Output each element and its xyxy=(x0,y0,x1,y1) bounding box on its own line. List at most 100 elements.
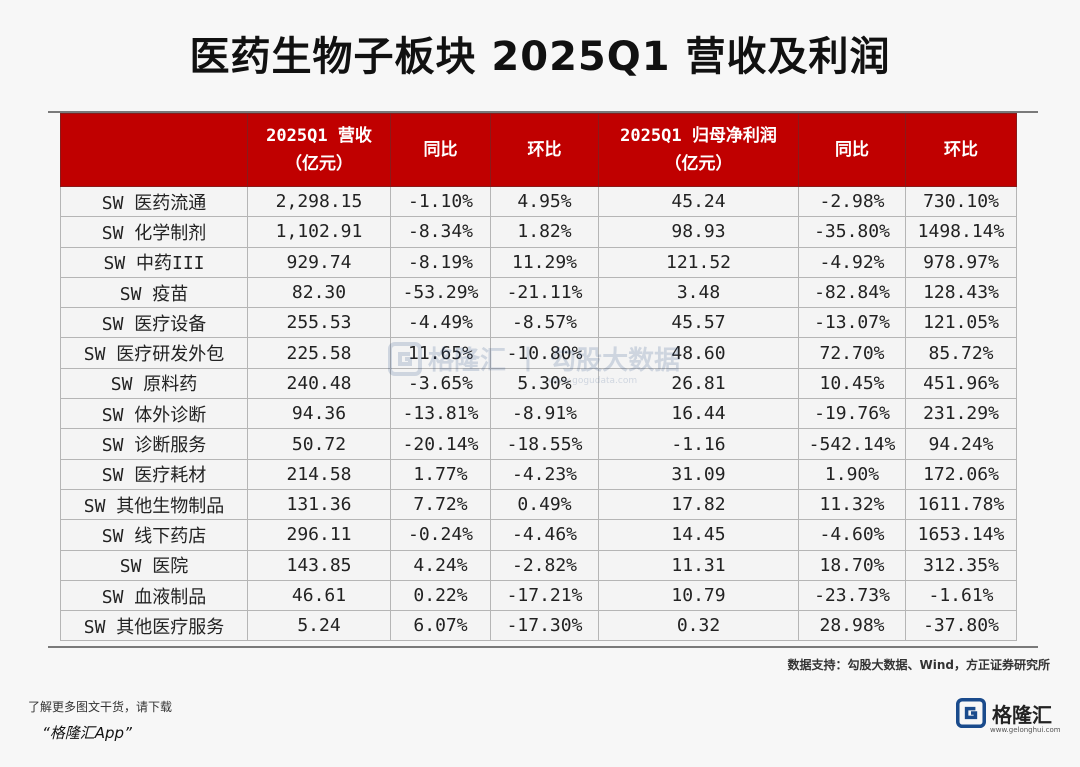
value-cell: 978.97% xyxy=(905,246,1017,278)
value-cell: -4.49% xyxy=(390,307,491,339)
value-cell: 128.43% xyxy=(905,276,1017,309)
value-cell: -13.07% xyxy=(798,307,906,339)
value-cell: -8.57% xyxy=(490,307,599,339)
value-cell: 1.77% xyxy=(390,458,491,490)
value-cell: -4.46% xyxy=(490,519,599,551)
value-cell: 3.48 xyxy=(598,276,799,309)
table-row: SW 原料药 240.48 -3.65% 5.30% 26.81 10.45% 451.96… xyxy=(60,367,1017,400)
value-cell: 11.31 xyxy=(598,549,799,581)
value-cell: 255.53 xyxy=(247,307,391,339)
value-cell: -17.21% xyxy=(490,579,599,612)
sector-name-cell: SW 原料药 xyxy=(60,367,248,400)
sector-name-cell: SW 体外诊断 xyxy=(60,398,248,430)
value-cell: 231.29% xyxy=(905,398,1017,430)
column-header-line: 2025Q1 归母净利润 xyxy=(620,126,777,146)
value-cell: 1611.78% xyxy=(905,488,1017,521)
sector-name-cell: SW 诊断服务 xyxy=(60,428,248,460)
value-cell: 14.45 xyxy=(598,519,799,551)
table-row: SW 诊断服务 50.72 -20.14% -18.55% -1.16 -542.14% 9… xyxy=(60,428,1017,460)
table-row: SW 血液制品 46.61 0.22% -17.21% 10.79 -23.73% -1.6… xyxy=(60,579,1017,612)
value-cell: 85.72% xyxy=(905,337,1017,369)
value-cell: 6.07% xyxy=(390,610,491,642)
brand-url: www.gelonghui.com xyxy=(990,726,1061,734)
value-cell: 296.11 xyxy=(247,519,391,551)
column-header-line: （亿元） xyxy=(285,154,353,174)
value-cell: 312.35% xyxy=(905,549,1017,581)
value-cell: 143.85 xyxy=(247,549,391,581)
sector-name-cell: SW 医院 xyxy=(60,549,248,581)
value-cell: 1498.14% xyxy=(905,216,1017,248)
column-header-line: 同比 xyxy=(423,140,458,160)
value-cell: 48.60 xyxy=(598,337,799,369)
table-row: SW 体外诊断 94.36 -13.81% -8.91% 16.44 -19.76% 231… xyxy=(60,398,1017,430)
value-cell: 17.82 xyxy=(598,488,799,521)
value-cell: 730.10% xyxy=(905,185,1017,218)
value-cell: -10.80% xyxy=(490,337,599,369)
table-row: SW 医疗研发外包 225.58 11.65% -10.80% 48.60 72.70% 8… xyxy=(60,337,1017,369)
value-cell: -37.80% xyxy=(905,610,1017,642)
value-cell: 214.58 xyxy=(247,458,391,490)
table-row: SW 化学制剂 1,102.91 -8.34% 1.82% 98.93 -35.80% 14… xyxy=(60,216,1017,248)
column-header: 2025Q1 归母净利润 （亿元） xyxy=(598,113,799,187)
value-cell: 0.22% xyxy=(390,579,491,612)
value-cell: -1.16 xyxy=(598,428,799,460)
value-cell: -23.73% xyxy=(798,579,906,612)
value-cell: 5.24 xyxy=(247,610,391,642)
value-cell: 0.49% xyxy=(490,488,599,521)
value-cell: -19.76% xyxy=(798,398,906,430)
top-rule xyxy=(48,111,1038,113)
value-cell: 72.70% xyxy=(798,337,906,369)
sector-name-cell: SW 化学制剂 xyxy=(60,216,248,248)
sector-name-cell: SW 医疗耗材 xyxy=(60,458,248,490)
value-cell: 98.93 xyxy=(598,216,799,248)
value-cell: -542.14% xyxy=(798,428,906,460)
value-cell: 1653.14% xyxy=(905,519,1017,551)
value-cell: -17.30% xyxy=(490,610,599,642)
value-cell: -8.34% xyxy=(390,216,491,248)
value-cell: 121.05% xyxy=(905,307,1017,339)
table-header-row: 2025Q1 营收 （亿元） 同比 环比 2025Q1 归母净利润 （亿元） 同比 环比 xyxy=(60,113,1017,187)
value-cell: -82.84% xyxy=(798,276,906,309)
value-cell: 45.24 xyxy=(598,185,799,218)
sector-name-cell: SW 医疗设备 xyxy=(60,307,248,339)
value-cell: 11.32% xyxy=(798,488,906,521)
value-cell: 5.30% xyxy=(490,367,599,400)
value-cell: -3.65% xyxy=(390,367,491,400)
value-cell: 94.24% xyxy=(905,428,1017,460)
sector-name-cell: SW 线下药店 xyxy=(60,519,248,551)
value-cell: -4.92% xyxy=(798,246,906,278)
column-header: 环比 xyxy=(490,113,599,187)
table-row: SW 其他生物制品 131.36 7.72% 0.49% 17.82 11.32% 1611… xyxy=(60,488,1017,521)
sector-name-cell: SW 疫苗 xyxy=(60,276,248,309)
value-cell: -2.82% xyxy=(490,549,599,581)
bottom-rule xyxy=(48,646,1038,648)
footer-note: 了解更多图文干货，请下载 xyxy=(28,700,173,714)
value-cell: -8.91% xyxy=(490,398,599,430)
table-row: SW 医院 143.85 4.24% -2.82% 11.31 18.70% 312.35% xyxy=(60,549,1017,581)
value-cell: 46.61 xyxy=(247,579,391,612)
table-row: SW 线下药店 296.11 -0.24% -4.46% 14.45 -4.60% 1653… xyxy=(60,519,1017,551)
value-cell: -4.60% xyxy=(798,519,906,551)
sector-name-cell: SW 其他生物制品 xyxy=(60,488,248,521)
column-header-line: 环比 xyxy=(944,140,978,160)
column-header: 2025Q1 营收 （亿元） xyxy=(247,113,391,187)
page-title: 医药生物子板块 2025Q1 营收及利润 xyxy=(189,34,891,80)
value-cell: 11.29% xyxy=(490,246,599,278)
column-header-line: （亿元） xyxy=(664,154,733,174)
value-cell: 451.96% xyxy=(905,367,1017,400)
column-header: 环比 xyxy=(905,113,1017,187)
value-cell: -53.29% xyxy=(390,276,491,309)
column-header: 同比 xyxy=(390,113,491,187)
value-cell: 82.30 xyxy=(247,276,391,309)
value-cell: 94.36 xyxy=(247,398,391,430)
value-cell: 0.32 xyxy=(598,610,799,642)
sector-name-cell: SW 血液制品 xyxy=(60,579,248,612)
sector-name-cell: SW 其他医疗服务 xyxy=(60,610,248,642)
value-cell: 7.72% xyxy=(390,488,491,521)
value-cell: -1.10% xyxy=(390,185,491,218)
value-cell: 2,298.15 xyxy=(247,185,391,218)
source-note: 数据支持：勾股大数据、Wind，方正证券研究所 xyxy=(787,658,1050,672)
value-cell: 1.90% xyxy=(798,458,906,490)
value-cell: 10.45% xyxy=(798,367,906,400)
brand-logo: 格隆汇 www.gelonghui.com xyxy=(956,698,1061,734)
